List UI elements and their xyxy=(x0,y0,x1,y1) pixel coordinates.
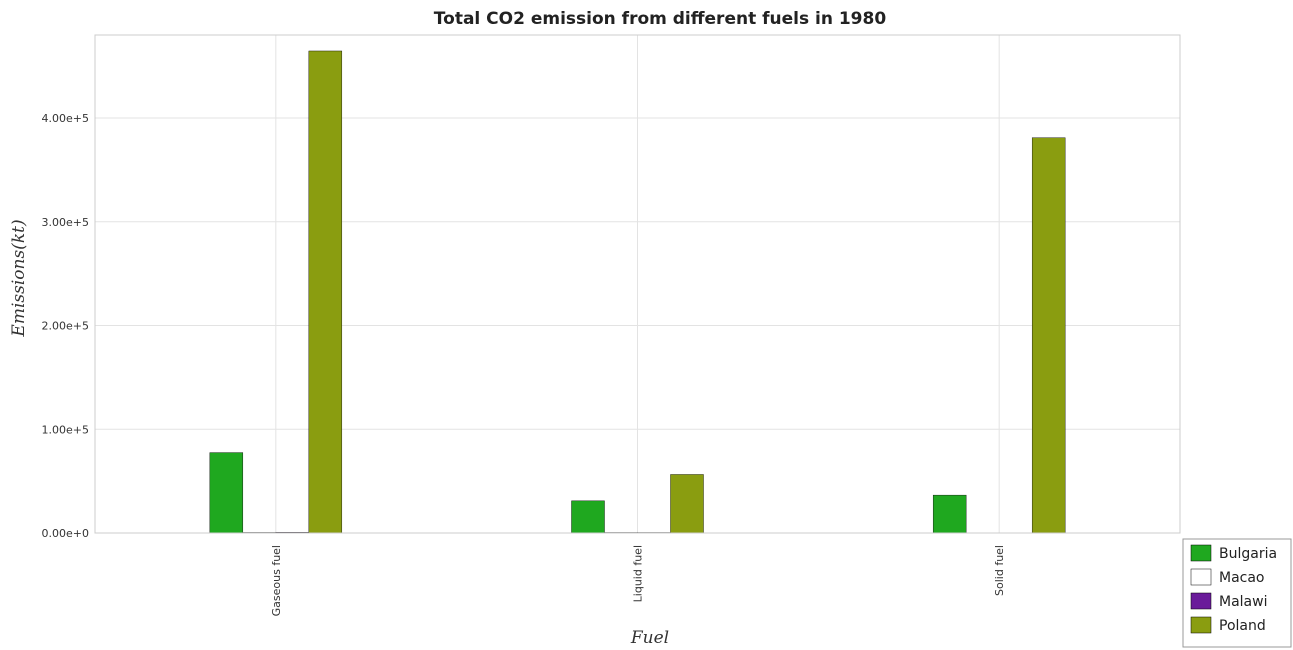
plot-frame xyxy=(94,34,1181,534)
x-tick-label: Solid fuel xyxy=(993,545,1006,596)
y-tick-label: 0.00e+0 xyxy=(42,527,89,540)
y-tick-label: 3.00e+5 xyxy=(42,216,89,229)
y-tick-label: 4.00e+5 xyxy=(42,112,89,125)
legend-label-poland: Poland xyxy=(1219,618,1266,634)
bar-poland-gaseous-fuel xyxy=(308,50,343,534)
grid-lines xyxy=(95,35,1180,534)
x-tick-label: Liquid fuel xyxy=(632,545,645,602)
bars xyxy=(209,50,1066,534)
y-tick-label: 2.00e+5 xyxy=(42,320,89,333)
legend-swatch-poland xyxy=(1190,616,1212,634)
legend-label-bulgaria: Bulgaria xyxy=(1219,546,1277,562)
legend-swatch-bulgaria xyxy=(1190,544,1212,562)
axes: 0.00e+0 1.00e+5 2.00e+5 3.00e+5 4.00e+5 Gaseo… xyxy=(42,34,1181,616)
bar-poland-solid-fuel xyxy=(1031,137,1066,534)
x-tick-label: Gaseous fuel xyxy=(270,545,283,616)
bar-bulgaria-gaseous-fuel xyxy=(209,452,244,534)
legend: Bulgaria Macao Malawi Poland xyxy=(1182,538,1292,648)
bar-poland-liquid-fuel xyxy=(670,474,704,534)
legend-label-macao: Macao xyxy=(1219,570,1265,586)
legend-swatch-malawi xyxy=(1190,592,1212,610)
y-tick-label: 1.00e+5 xyxy=(42,423,89,436)
legend-label-malawi: Malawi xyxy=(1219,594,1267,610)
bar-bulgaria-liquid-fuel xyxy=(571,500,605,534)
x-axis-label: Fuel xyxy=(630,628,669,648)
bar-bulgaria-solid-fuel xyxy=(932,494,967,534)
legend-swatch-macao xyxy=(1190,568,1212,586)
chart-title: Total CO2 emission from different fuels … xyxy=(434,9,887,29)
y-axis-label: Emissions(kt) xyxy=(9,219,29,337)
